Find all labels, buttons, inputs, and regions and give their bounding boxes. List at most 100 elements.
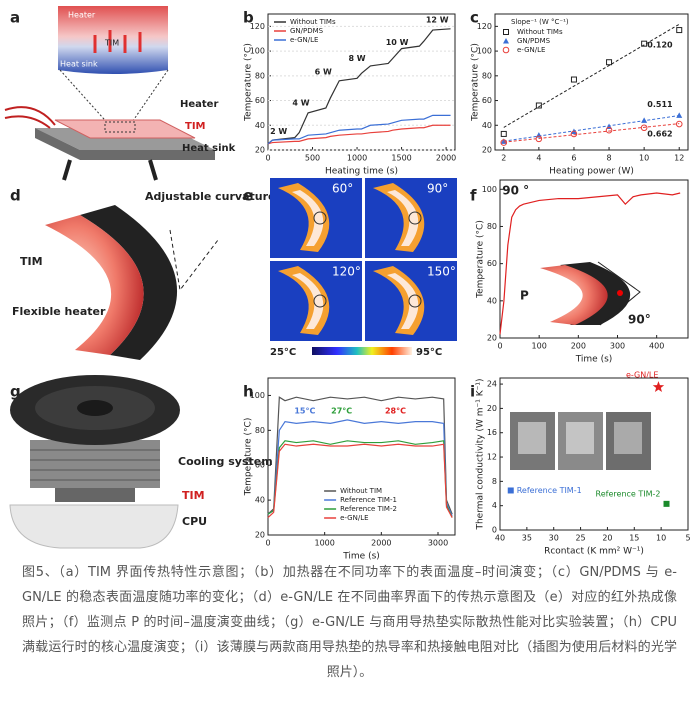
x-tick-label: 35 xyxy=(522,534,532,543)
monitor xyxy=(408,211,422,225)
legend-label: e-GN/LE xyxy=(290,36,318,44)
legend-title: Slope⁻¹ (W °C⁻¹) xyxy=(511,18,569,26)
fit-line xyxy=(503,23,680,128)
legend-label: Without TIMs xyxy=(290,18,336,26)
y-tick-label: 20 xyxy=(487,404,497,413)
x-axis-label: Time (s) xyxy=(575,355,613,365)
label: CPU xyxy=(182,515,207,528)
ir-core xyxy=(387,273,419,329)
fan-hub xyxy=(77,400,113,416)
x-tick-label: 40 xyxy=(495,534,505,543)
pipes xyxy=(62,159,158,181)
marker xyxy=(500,130,507,137)
monitor xyxy=(408,294,422,308)
inset-heater xyxy=(540,265,608,325)
y-tick-label: 60 xyxy=(255,461,265,470)
y-tick-label: 60 xyxy=(487,259,497,268)
inset-image xyxy=(58,6,168,74)
monitor xyxy=(313,211,327,225)
label: Flexible heater xyxy=(12,305,106,318)
label: Heater xyxy=(180,99,218,110)
legend-label: GN/PDMS xyxy=(290,27,324,35)
line xyxy=(499,192,681,335)
marker xyxy=(652,381,665,392)
marker xyxy=(535,102,542,109)
y-axis-label: Temperature (°C) xyxy=(244,418,254,497)
legend-label: Reference TIM-1 xyxy=(340,496,397,504)
ir-core xyxy=(292,190,324,246)
annotation: 6 W xyxy=(315,68,332,77)
label: TIM xyxy=(104,39,119,48)
y-axis-label: Temperature (°C) xyxy=(471,43,481,122)
marker xyxy=(663,500,670,507)
y-tick-label: 20 xyxy=(255,146,265,155)
line xyxy=(267,443,453,518)
label: 90° xyxy=(628,313,651,327)
label: Heat sink xyxy=(60,60,98,69)
x-axis-label: Rcontact (K mm² W⁻¹) xyxy=(544,547,644,557)
marker xyxy=(640,124,648,132)
y-axis-label: Temperature (°C) xyxy=(476,220,486,299)
y-tick-label: 20 xyxy=(255,531,265,540)
marker xyxy=(606,59,613,66)
line xyxy=(267,396,453,515)
x-tick-label: 0 xyxy=(497,342,502,351)
tim xyxy=(80,205,178,360)
marker xyxy=(676,112,683,118)
chip xyxy=(518,422,546,454)
point-label: e-GN/LE xyxy=(626,371,659,380)
marker xyxy=(641,117,648,123)
panel-g: g Cooling system TIM CPU xyxy=(9,375,273,549)
x-tick-label: 200 xyxy=(571,342,586,351)
x-axis-label: Heating time (s) xyxy=(325,167,398,177)
y-tick-label: 100 xyxy=(482,185,497,194)
label: Heat sink xyxy=(182,143,236,154)
label: Heater xyxy=(68,11,96,20)
label: 25°C xyxy=(270,347,296,358)
angle-label: 90° xyxy=(427,182,448,196)
x-tick-label: 1500 xyxy=(391,154,411,163)
panel-letter: h xyxy=(243,383,254,401)
annotation: 0.511 xyxy=(647,100,673,109)
fins xyxy=(30,440,160,488)
tim xyxy=(55,488,135,502)
marker xyxy=(507,487,514,494)
label: Adjustable curvature xyxy=(145,190,276,203)
y-tick-label: 100 xyxy=(250,47,265,56)
x-tick-label: 0 xyxy=(265,539,270,548)
legend-label: Without TIM xyxy=(340,487,382,495)
panel-letter: g xyxy=(10,383,21,401)
x-tick-label: 2000 xyxy=(436,154,456,163)
plot-frame xyxy=(494,13,689,151)
y-tick-label: 24 xyxy=(487,380,497,389)
panel-d: d Adjustable curvature TIM Flexible heat… xyxy=(10,187,276,360)
x-tick-label: 25 xyxy=(575,534,585,543)
y-tick-label: 80 xyxy=(487,222,497,231)
fin-lines xyxy=(30,449,160,481)
chip xyxy=(566,422,594,454)
x-tick-label: 3000 xyxy=(428,539,448,548)
y-tick-label: 60 xyxy=(255,96,265,105)
point-label: Reference TIM-1 xyxy=(517,486,582,495)
panel-letter: a xyxy=(10,9,20,27)
y-tick-label: 20 xyxy=(487,334,497,343)
marker xyxy=(676,27,683,34)
zoom-lines xyxy=(59,69,169,129)
x-axis-label: Heating power (W) xyxy=(549,167,634,177)
wires xyxy=(4,106,56,129)
annotation: 0.662 xyxy=(647,129,672,138)
annotation: 90 ° xyxy=(502,184,529,198)
panel-f-inset: P 90° xyxy=(520,261,651,327)
fit-line xyxy=(503,123,680,143)
angle-label: 150° xyxy=(427,265,456,279)
line xyxy=(267,28,451,145)
annotation: 15°C xyxy=(294,407,315,416)
label: 95°C xyxy=(416,347,442,358)
y-tick-label: 60 xyxy=(482,96,492,105)
x-tick-label: 0 xyxy=(265,154,270,163)
x-tick-label: 300 xyxy=(610,342,625,351)
legend-label: e-GN/LE xyxy=(517,46,545,54)
y-tick-label: 40 xyxy=(255,496,265,505)
marker xyxy=(570,130,578,138)
angle-label: 120° xyxy=(332,265,361,279)
